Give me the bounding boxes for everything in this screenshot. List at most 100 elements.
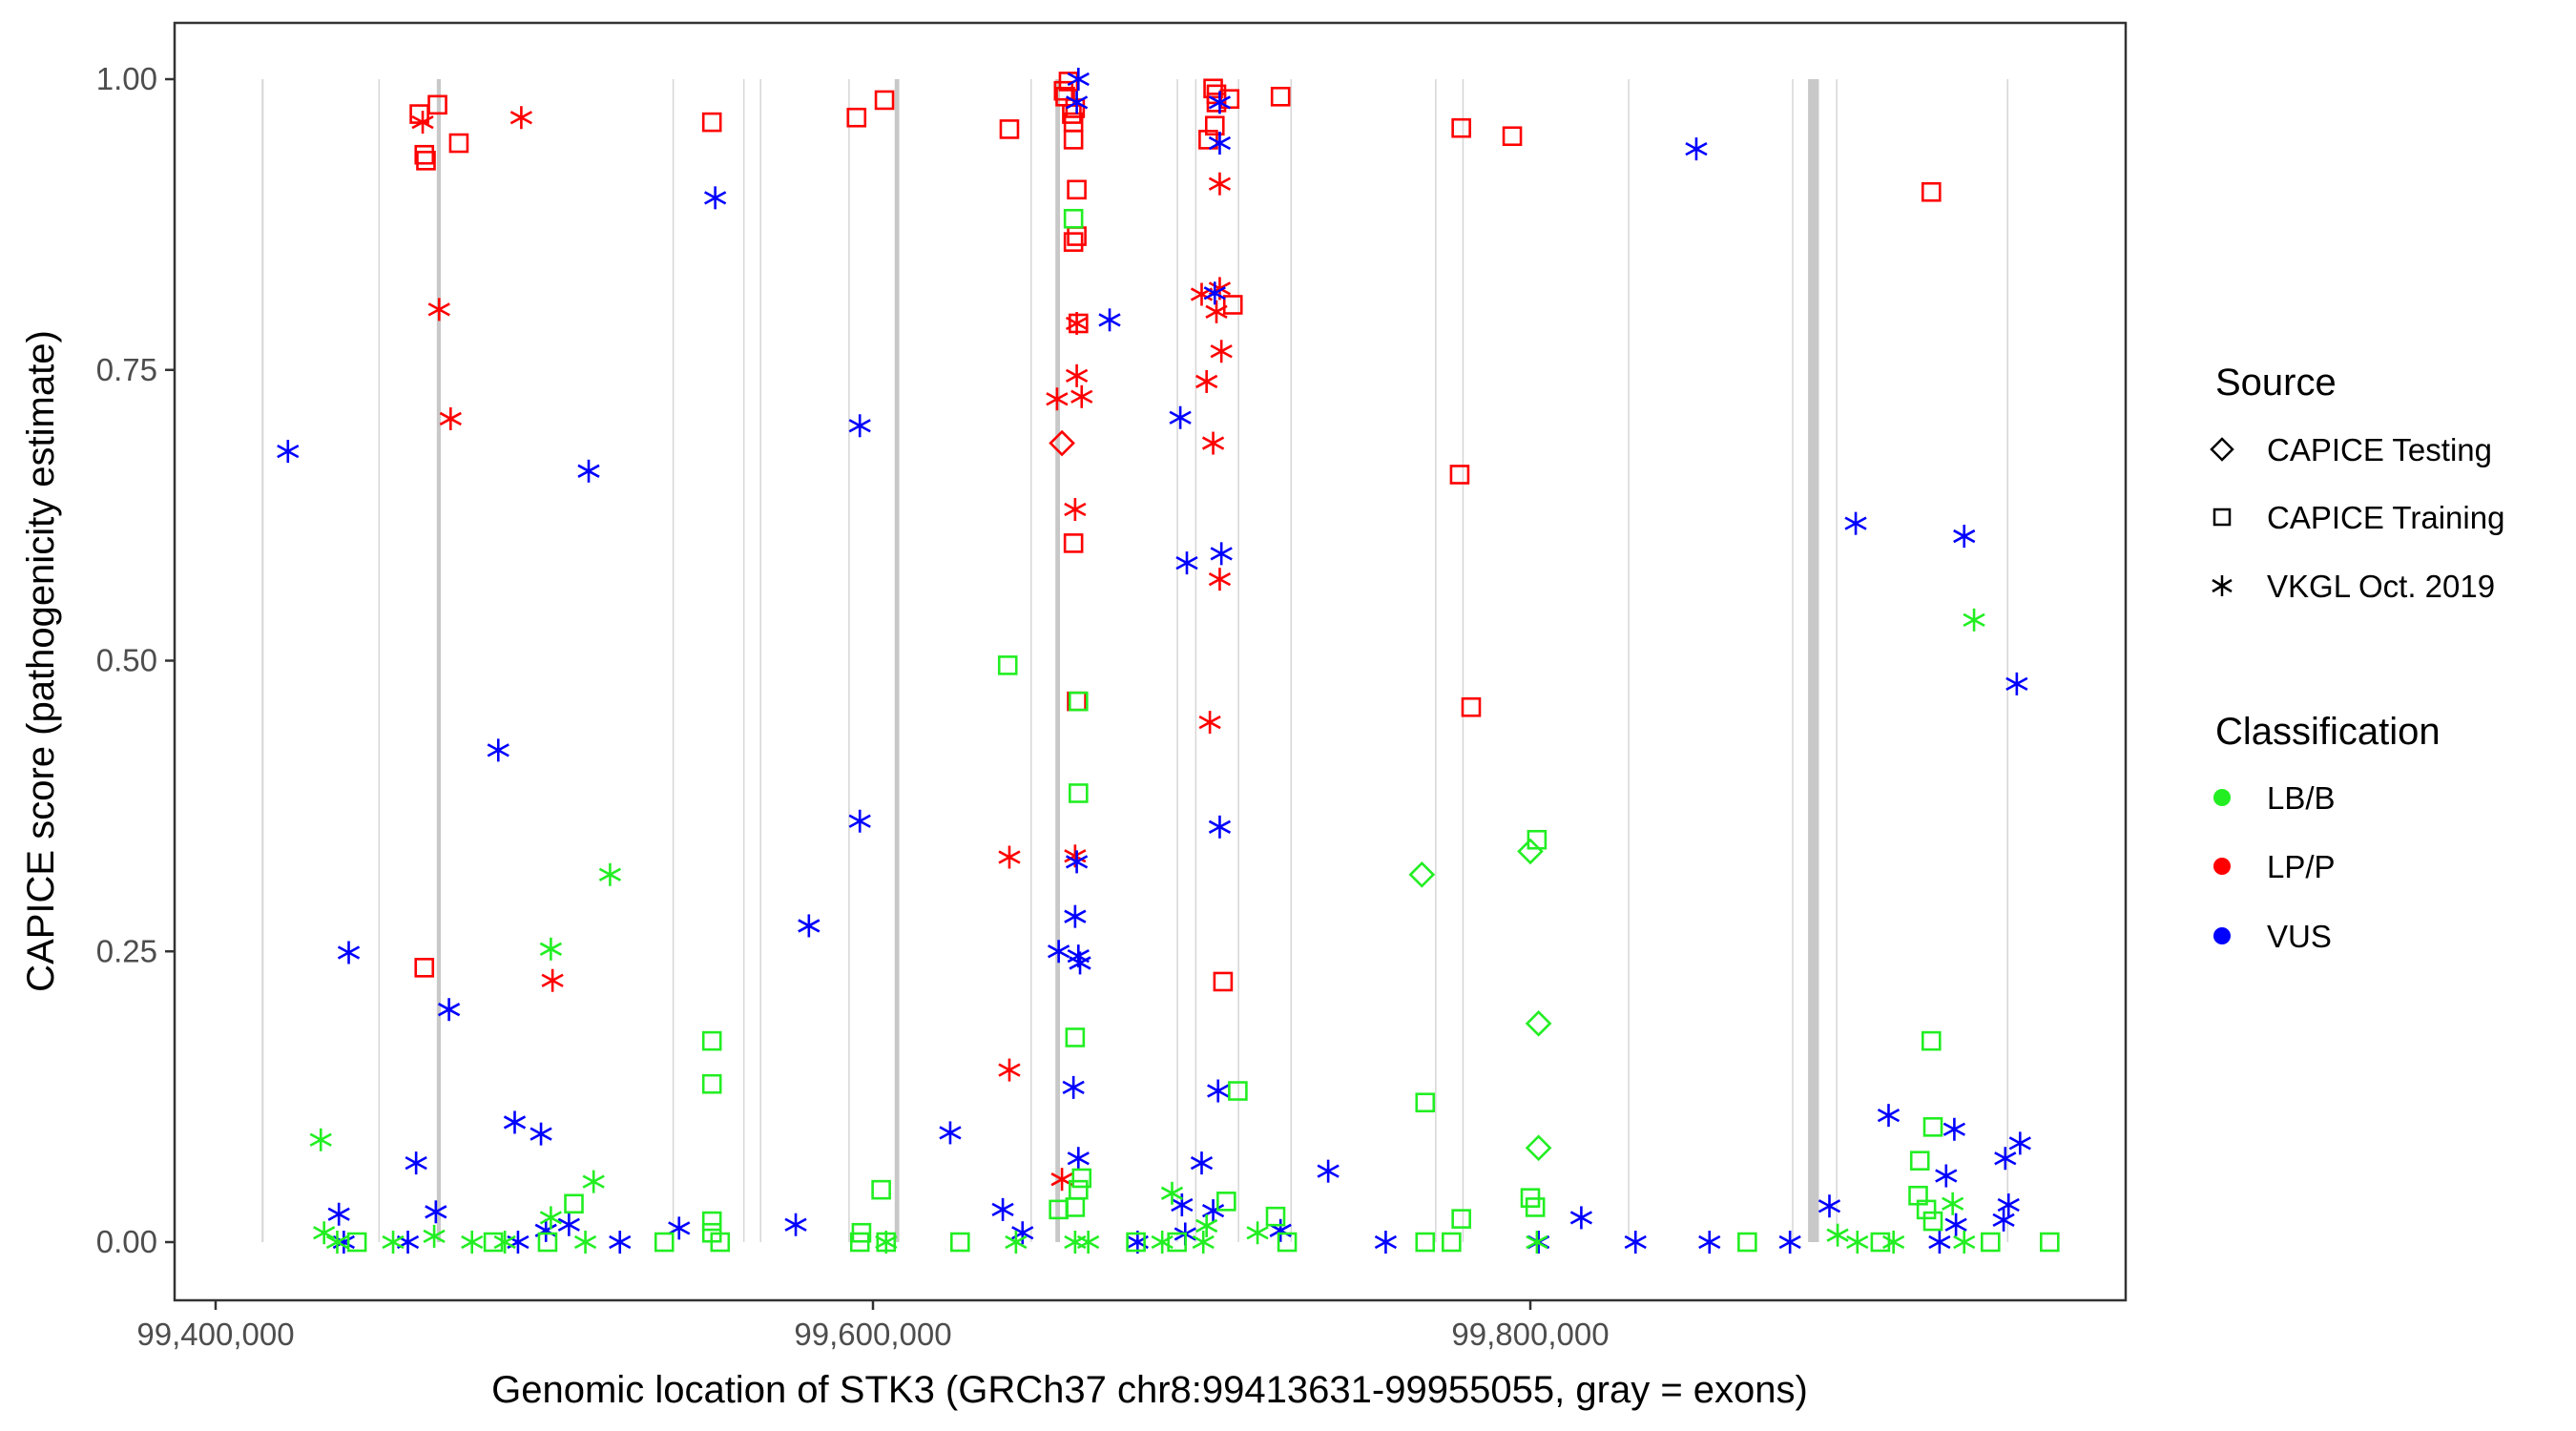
data-point-square <box>1921 181 1942 202</box>
exon-band <box>436 79 441 1242</box>
data-point-square <box>564 1193 584 1214</box>
data-point-asterisk <box>1685 137 1708 161</box>
series-lb-b-vkgl <box>309 608 1985 1254</box>
data-point-square <box>1916 1199 1937 1220</box>
data-point-asterisk <box>1963 608 1985 632</box>
data-point-asterisk <box>1210 542 1233 566</box>
exon-band <box>2006 79 2009 1242</box>
legend-label: VKGL Oct. 2019 <box>2267 569 2495 604</box>
data-point-asterisk <box>668 1216 691 1240</box>
data-point-asterisk <box>1317 1159 1340 1183</box>
data-point-square <box>1063 533 1084 553</box>
data-point-asterisk <box>1374 1231 1398 1254</box>
data-point-asterisk <box>1070 384 1093 408</box>
data-point-square <box>1069 313 1089 334</box>
asterisk-icon <box>2212 575 2233 596</box>
data-point-asterisk <box>1064 498 1087 522</box>
data-point-asterisk <box>439 406 462 430</box>
exon-band <box>1808 79 1819 1242</box>
y-tick-label: 0.75 <box>96 352 157 387</box>
data-point-asterisk <box>530 1122 552 1146</box>
data-point-square <box>701 1222 722 1243</box>
data-point-square <box>1415 1092 1436 1113</box>
data-point-asterisk <box>1953 1231 1976 1254</box>
data-point-square <box>1922 1117 1943 1137</box>
data-point-square <box>1922 1211 1943 1232</box>
data-point-asterisk <box>1844 511 1867 535</box>
data-point-square <box>1063 232 1084 252</box>
data-point-asterisk <box>493 1231 516 1254</box>
data-point-asterisk <box>1942 1192 1964 1215</box>
legend-item-capice-testing: CAPICE Testing <box>2210 432 2492 467</box>
data-point-asterisk <box>1190 1151 1214 1175</box>
data-point-asterisk <box>1208 815 1232 839</box>
data-point-square <box>1525 1197 1546 1217</box>
data-point-square <box>701 1073 722 1094</box>
x-tick-label: 99,800,000 <box>1451 1317 1609 1352</box>
data-point-square <box>1451 1209 1471 1229</box>
data-point-asterisk <box>539 937 563 961</box>
data-point-square <box>701 1211 722 1232</box>
blue-dot-icon <box>2213 927 2231 944</box>
data-point-asterisk <box>405 1151 427 1175</box>
data-point-square <box>997 655 1018 675</box>
data-point-asterisk <box>1160 1181 1184 1205</box>
data-point-asterisk <box>2008 1131 2031 1155</box>
data-point-square <box>346 1232 367 1253</box>
series-lb-b-capice-training <box>346 208 2060 1253</box>
y-axis-title: CAPICE score (pathogenicity estimate) <box>20 330 62 992</box>
data-point-square <box>1461 696 1482 717</box>
data-point-square <box>1737 1232 1757 1253</box>
legend-source-title: Source <box>2215 362 2337 404</box>
data-point-square <box>654 1232 675 1253</box>
data-point-square <box>1415 1232 1436 1253</box>
data-point-asterisk <box>1005 1231 1028 1254</box>
data-point-asterisk <box>1067 68 1090 91</box>
data-point-asterisk <box>1877 1104 1901 1128</box>
data-point-asterisk <box>309 1128 332 1151</box>
x-tick-label: 99,400,000 <box>136 1317 294 1352</box>
data-point-diamond <box>1525 1134 1552 1162</box>
data-point-square <box>1067 179 1087 200</box>
data-point-square <box>1442 1232 1462 1253</box>
legend-item-lpp: LP/P <box>2213 849 2336 884</box>
data-point-asterisk <box>1175 551 1198 575</box>
data-point-asterisk <box>1065 91 1089 114</box>
data-point-square <box>1063 208 1084 229</box>
legend-classification-title: Classification <box>2215 711 2441 753</box>
data-point-asterisk <box>1208 568 1232 591</box>
data-point-square <box>1071 1168 1092 1189</box>
data-point-square <box>1069 691 1089 712</box>
red-dot-icon <box>2213 858 2231 875</box>
data-point-square <box>483 1232 504 1253</box>
data-point-asterisk <box>1205 300 1228 323</box>
exon-band <box>759 79 761 1242</box>
data-point-asterisk <box>337 941 361 964</box>
legend-label: CAPICE Training <box>2267 500 2504 535</box>
exon-band <box>894 79 900 1242</box>
data-point-square <box>1502 126 1523 147</box>
data-point-square <box>1981 1232 2001 1253</box>
y-tick-label: 0.00 <box>96 1224 157 1259</box>
data-point-asterisk <box>509 106 533 130</box>
data-point-square <box>1449 465 1470 485</box>
x-axis: 99,400,000 99,600,000 99,800,000 <box>136 1300 1610 1352</box>
data-point-asterisk <box>1201 431 1225 455</box>
x-axis-title: Genomic location of STK3 (GRCh37 chr8:99… <box>491 1369 1808 1411</box>
data-point-asterisk <box>1944 1213 1967 1236</box>
data-point-square <box>1203 78 1223 99</box>
data-point-square <box>2040 1232 2060 1253</box>
data-point-asterisk <box>1064 904 1087 928</box>
data-point-asterisk <box>539 1206 563 1230</box>
data-point-asterisk <box>848 414 871 438</box>
exon-band <box>1176 79 1178 1242</box>
exon-band <box>1792 79 1794 1242</box>
data-point-asterisk <box>425 1200 447 1224</box>
series-lb-b-capice-testing <box>1408 838 1552 1162</box>
data-point-asterisk <box>1210 340 1233 363</box>
data-point-asterisk <box>1195 1213 1218 1237</box>
legend-item-lbb: LB/B <box>2213 780 2336 816</box>
data-point-square <box>1206 93 1227 113</box>
exon-band <box>1435 79 1437 1242</box>
